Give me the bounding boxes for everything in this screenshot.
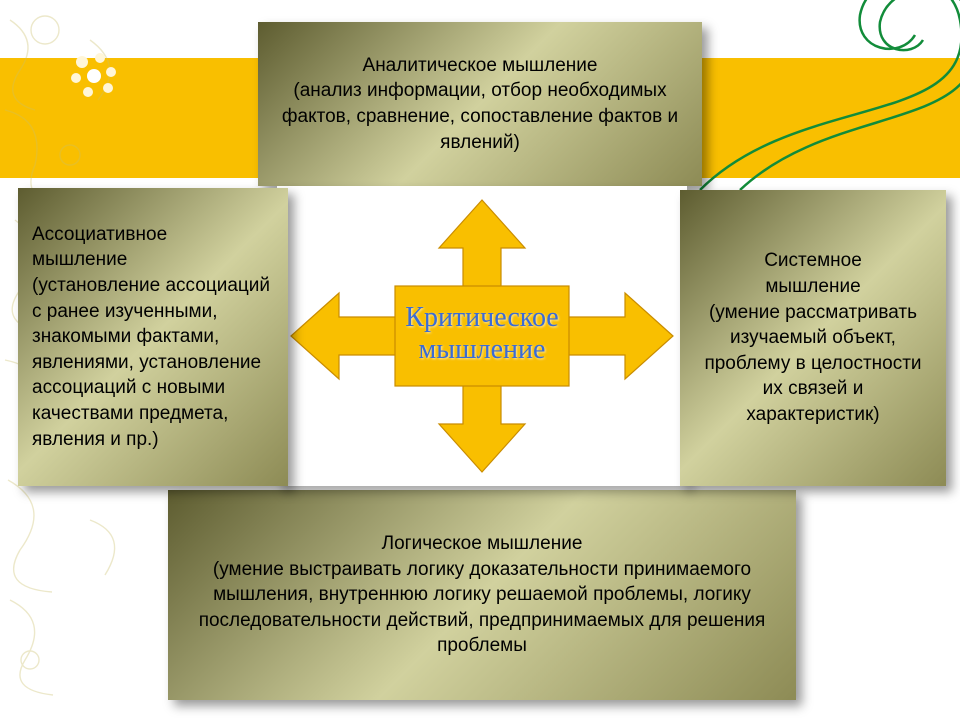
center-label-line1: Критическое [362,302,602,334]
right-title: Системное [694,248,932,274]
swirl-decoration [660,0,960,200]
left-title: Ассоциативное [32,222,274,248]
bottom-desc: (умение выстраивать логику доказательнос… [182,557,782,660]
dot-cluster-icon [64,46,124,106]
top-desc: (анализ информации, отбор необходимых фа… [272,78,688,155]
bottom-box: Логическое мышление (умение выстраивать … [168,490,796,700]
right-desc: (умение рассматривать изучаемый объект, … [694,300,932,428]
right-box: Системное мышление (умение рассматривать… [680,190,946,486]
bottom-title: Логическое мышление [182,531,782,557]
left-title2: мышление [32,247,274,273]
center-label-line2: мышление [362,334,602,366]
top-box: Аналитическое мышление (анализ информаци… [258,22,702,186]
left-box: Ассоциативное мышление (установление асс… [18,188,288,486]
center-label: Критическое мышление [362,302,602,366]
left-desc: (установление ассоциаций с ранее изученн… [32,273,274,452]
right-title2: мышление [694,274,932,300]
top-title: Аналитическое мышление [272,53,688,79]
